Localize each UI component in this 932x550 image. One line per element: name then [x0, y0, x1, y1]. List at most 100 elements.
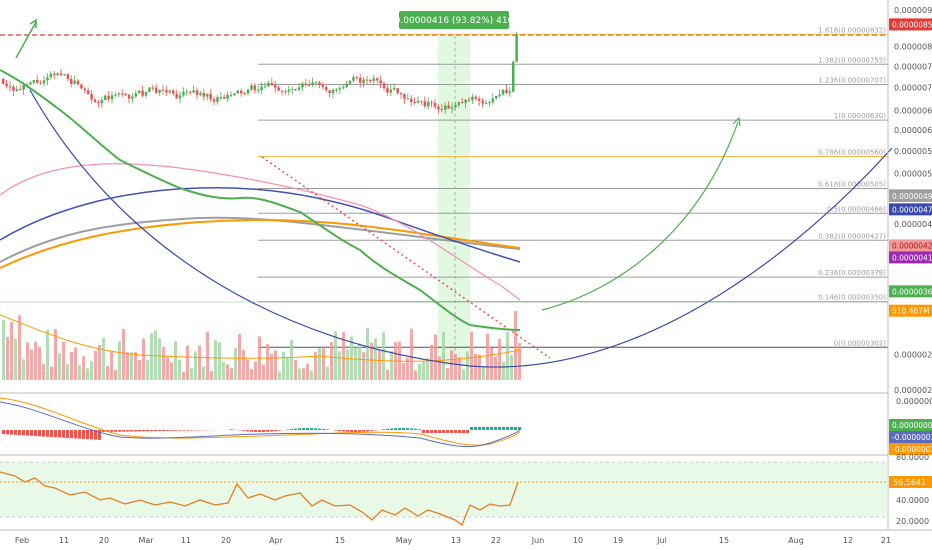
macd-bar: [254, 430, 257, 432]
highlight-zone: [438, 36, 470, 366]
time-axis-tick: 21: [881, 536, 891, 545]
candle-body: [127, 94, 131, 99]
volume-bar: [346, 349, 349, 380]
rsi-line: [0, 471, 519, 527]
macd-bar: [10, 430, 13, 435]
candle-body: [376, 78, 379, 81]
candle-body: [131, 96, 134, 99]
volume-bar: [238, 334, 241, 380]
candle-body: [484, 103, 488, 105]
volume-bar: [46, 329, 49, 380]
volume-bar: [390, 350, 393, 380]
macd-bar: [458, 430, 461, 433]
volume-bar: [410, 328, 413, 380]
time-axis-tick: 12: [843, 536, 853, 545]
candle-body: [474, 96, 478, 99]
macd-bar: [434, 430, 437, 433]
rsi-marker-text: 56.5641: [893, 478, 926, 487]
candle-body: [311, 82, 314, 85]
volume-bar: [266, 343, 269, 380]
candle-body: [19, 89, 22, 91]
candle-body: [501, 89, 505, 95]
volume-bar: [58, 353, 61, 380]
macd-bar: [34, 430, 37, 437]
macd-bar: [310, 428, 313, 430]
svg-text:0.00000416: 0.00000416: [892, 253, 932, 262]
candle-body: [318, 82, 321, 85]
volume-bar: [142, 338, 145, 380]
macd-bar: [386, 428, 389, 430]
candle-body: [151, 87, 155, 89]
volume-bar: [310, 370, 313, 380]
macd-bar: [190, 430, 193, 431]
candle-body: [100, 99, 104, 104]
volume-bar: [182, 371, 185, 380]
macd-signal-line: [0, 397, 521, 446]
fibonacci-levels: 1.618(0.00000832) 1.382(0.00000755) 1.236(…: [258, 26, 888, 348]
volume-bar: [98, 344, 101, 380]
parabolic-curve: [29, 89, 893, 368]
price-axis-tick: 0.00000610: [894, 126, 932, 135]
volume-bar: [194, 351, 197, 380]
volume-bar: [250, 369, 253, 380]
macd-bar: [130, 430, 133, 432]
rsi-pane[interactable]: [0, 461, 888, 527]
candle-body: [32, 79, 36, 83]
volume-bar: [462, 369, 465, 380]
macd-histogram: [2, 427, 521, 440]
candle-body: [410, 98, 413, 103]
descending-trendline: [261, 156, 551, 359]
volume-bar: [298, 368, 301, 380]
ema-line: [0, 69, 521, 331]
macd-bar: [162, 430, 165, 431]
macd-bar: [382, 429, 385, 430]
volume-bar: [486, 333, 489, 380]
time-axis[interactable]: Feb 11 20 Mar 11 20 Apr 15 May 13 22 Jun 10 19 Jul 15 Au…: [15, 536, 891, 545]
volume-bar: [90, 361, 93, 380]
volume-bar: [86, 368, 89, 380]
price-markers: 0.000008590.000004940.000004930.00000472…: [889, 18, 932, 317]
candle-body: [87, 90, 90, 95]
macd-bar: [482, 427, 485, 430]
volume-bar: [214, 340, 217, 380]
volume-bar: [422, 361, 425, 380]
time-axis-tick: Mar: [138, 536, 154, 545]
volume-bar: [210, 370, 213, 380]
macd-bar: [390, 428, 393, 430]
volume-bar: [246, 359, 249, 380]
fib-label: 0.236(0.00000379): [818, 269, 886, 277]
candle-body: [73, 80, 76, 84]
candle-body: [457, 101, 461, 106]
candle-body: [478, 98, 481, 101]
volume-bar: [358, 343, 361, 380]
macd-bar: [174, 430, 177, 431]
macd-pane[interactable]: [0, 397, 521, 448]
macd-axis-tick: 0.00000050: [896, 397, 932, 406]
volume-bar: [518, 343, 521, 380]
volume-bar: [138, 360, 141, 380]
candle-body: [226, 95, 229, 99]
price-pane[interactable]: 1.618(0.00000832) 1.382(0.00000755) 1.236(…: [0, 18, 893, 380]
macd-bar: [478, 427, 481, 430]
candle-body: [430, 102, 433, 104]
candle-body: [195, 90, 199, 95]
candle-body: [63, 74, 66, 76]
candle-body: [301, 83, 304, 88]
time-axis-tick: Aug: [788, 536, 804, 545]
macd-bar: [18, 430, 21, 436]
macd-bar: [158, 430, 161, 432]
candle-body: [314, 82, 318, 84]
macd-bar: [446, 430, 449, 433]
macd-bar: [454, 430, 457, 433]
macd-bar: [50, 430, 53, 437]
candle-body: [42, 80, 46, 84]
macd-bar: [138, 430, 141, 432]
volume-bar: [458, 357, 461, 380]
macd-bar: [242, 430, 245, 431]
candle-body: [325, 86, 328, 91]
macd-bar: [182, 430, 185, 431]
volume-bar: [366, 328, 369, 380]
candle-body: [260, 86, 263, 91]
macd-bar: [426, 430, 429, 433]
